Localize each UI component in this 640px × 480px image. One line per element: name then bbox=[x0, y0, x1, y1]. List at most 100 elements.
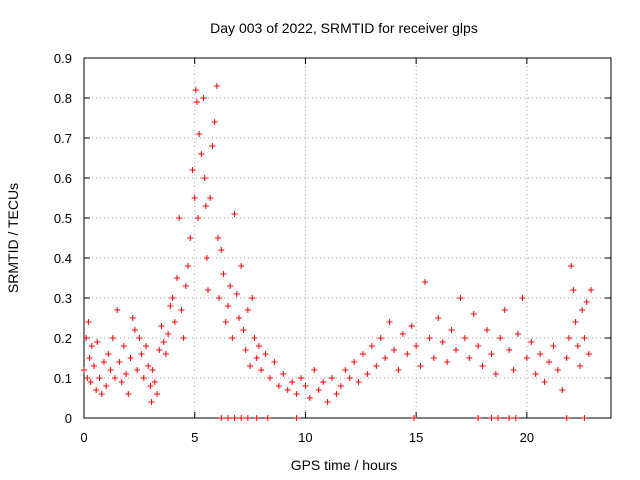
data-point bbox=[563, 415, 570, 421]
data-point bbox=[377, 335, 384, 341]
data-point bbox=[85, 319, 92, 325]
data-point bbox=[118, 379, 125, 385]
data-point bbox=[231, 211, 238, 217]
data-point bbox=[195, 215, 202, 221]
data-point bbox=[583, 299, 590, 305]
data-point bbox=[116, 359, 123, 365]
data-point bbox=[506, 347, 513, 353]
data-point bbox=[169, 295, 176, 301]
y-tick-label: 0.5 bbox=[54, 211, 72, 226]
data-point bbox=[373, 363, 380, 369]
data-point bbox=[492, 371, 499, 377]
data-point bbox=[224, 415, 231, 421]
data-point bbox=[107, 367, 114, 373]
data-point bbox=[209, 143, 216, 149]
data-point bbox=[201, 175, 208, 181]
data-point bbox=[554, 367, 561, 373]
data-point bbox=[430, 355, 437, 361]
data-point bbox=[83, 335, 90, 341]
data-point bbox=[203, 255, 210, 261]
x-tick-label: 0 bbox=[80, 430, 87, 445]
data-point bbox=[262, 351, 269, 357]
data-point bbox=[439, 339, 446, 345]
data-point bbox=[382, 355, 389, 361]
data-point bbox=[244, 415, 251, 421]
data-point bbox=[231, 415, 238, 421]
data-point bbox=[129, 315, 136, 321]
data-point bbox=[233, 291, 240, 297]
data-point bbox=[515, 331, 521, 337]
data-point bbox=[426, 335, 433, 341]
data-point bbox=[395, 367, 402, 373]
data-point bbox=[484, 327, 490, 333]
data-point bbox=[581, 415, 588, 421]
data-point bbox=[351, 359, 358, 365]
data-point bbox=[410, 415, 417, 421]
data-point bbox=[315, 387, 322, 393]
data-point bbox=[528, 339, 535, 345]
data-point bbox=[88, 343, 95, 349]
data-point bbox=[114, 307, 121, 313]
data-point bbox=[149, 367, 156, 373]
data-point bbox=[404, 351, 411, 357]
data-point bbox=[448, 327, 455, 333]
data-point bbox=[559, 387, 566, 393]
data-point bbox=[156, 347, 163, 353]
data-point bbox=[466, 355, 473, 361]
data-point bbox=[202, 203, 209, 209]
data-point bbox=[162, 351, 169, 357]
data-point bbox=[253, 355, 260, 361]
data-point bbox=[417, 363, 424, 369]
data-point bbox=[337, 383, 344, 389]
data-point bbox=[123, 371, 130, 377]
data-point bbox=[519, 295, 526, 301]
data-point bbox=[138, 351, 145, 357]
data-point bbox=[216, 295, 223, 301]
data-point bbox=[171, 319, 178, 325]
data-point bbox=[512, 415, 519, 421]
data-point bbox=[249, 295, 256, 301]
data-point bbox=[255, 343, 262, 349]
data-point bbox=[211, 119, 218, 125]
y-tick-label: 0.9 bbox=[54, 51, 72, 66]
data-point bbox=[240, 327, 247, 333]
data-point bbox=[570, 287, 577, 293]
data-point bbox=[147, 383, 154, 389]
data-point bbox=[271, 359, 278, 365]
data-point bbox=[475, 343, 482, 349]
data-point bbox=[470, 311, 477, 317]
data-point bbox=[103, 383, 110, 389]
data-point bbox=[238, 415, 245, 421]
data-point bbox=[541, 379, 548, 385]
data-point bbox=[302, 383, 309, 389]
data-point bbox=[140, 375, 147, 381]
data-point bbox=[501, 307, 508, 313]
data-point bbox=[298, 375, 304, 381]
data-point bbox=[244, 307, 251, 313]
data-point bbox=[510, 367, 517, 373]
data-point bbox=[546, 359, 552, 365]
y-tick-label: 0.2 bbox=[54, 331, 72, 346]
data-point bbox=[218, 415, 225, 421]
data-point bbox=[151, 379, 158, 385]
data-point bbox=[461, 335, 468, 341]
x-tick-label: 5 bbox=[191, 430, 198, 445]
y-tick-label: 0.7 bbox=[54, 131, 72, 146]
data-point bbox=[346, 375, 353, 381]
data-point bbox=[187, 235, 194, 241]
y-tick-label: 0 bbox=[65, 411, 72, 426]
data-point bbox=[112, 375, 118, 381]
data-point bbox=[523, 355, 530, 361]
data-point bbox=[238, 263, 245, 269]
data-point bbox=[355, 379, 362, 385]
data-point bbox=[479, 363, 486, 369]
data-point bbox=[568, 263, 575, 269]
data-point bbox=[127, 355, 134, 361]
data-point bbox=[193, 99, 200, 105]
data-point bbox=[572, 319, 579, 325]
data-point bbox=[165, 331, 172, 337]
data-point bbox=[275, 383, 282, 389]
data-point bbox=[333, 391, 340, 397]
data-point bbox=[267, 375, 273, 381]
data-point bbox=[148, 399, 155, 405]
